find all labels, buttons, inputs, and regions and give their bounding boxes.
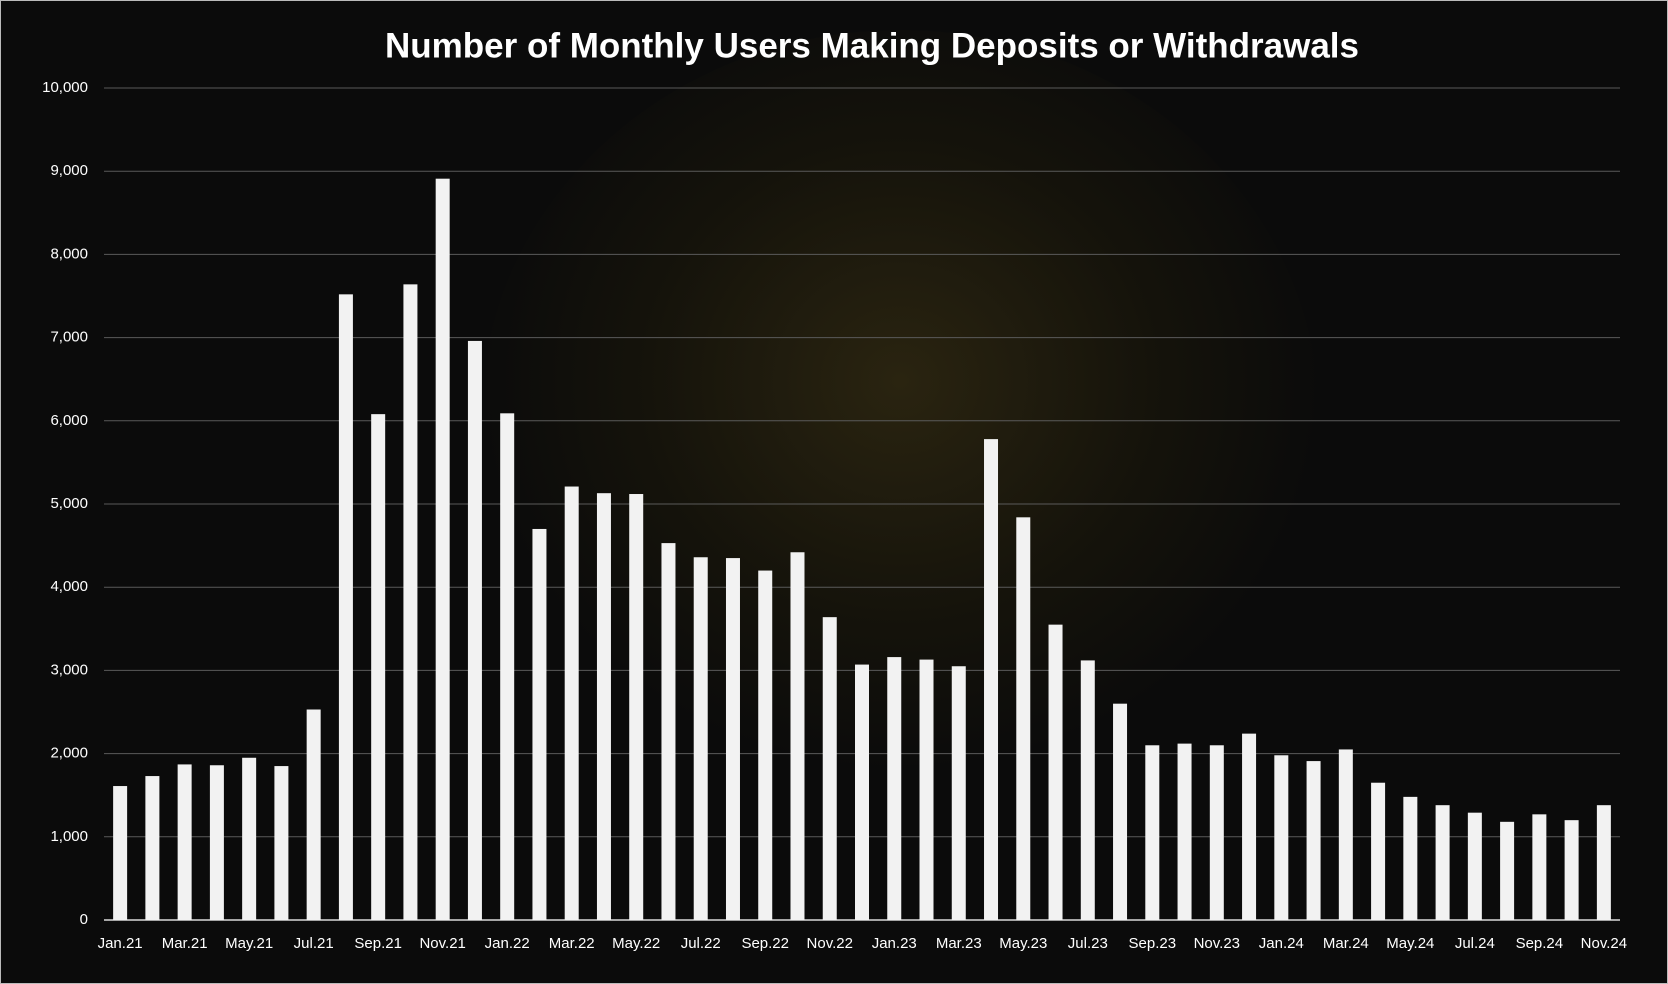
x-tick-label: Mar.23 bbox=[936, 935, 982, 952]
bar bbox=[1209, 745, 1224, 920]
x-tick-label: Jan.24 bbox=[1259, 935, 1304, 952]
bar bbox=[1113, 703, 1128, 920]
bar bbox=[1080, 660, 1095, 920]
x-tick-label: Jul.22 bbox=[681, 935, 721, 952]
x-tick-label: Jan.23 bbox=[872, 935, 917, 952]
bar bbox=[177, 764, 192, 920]
bar bbox=[1274, 755, 1289, 920]
bar bbox=[435, 178, 450, 921]
x-tick-label: Mar.21 bbox=[162, 935, 208, 952]
x-tick-label: Nov.22 bbox=[807, 935, 853, 952]
bar bbox=[1596, 805, 1611, 920]
y-tick-label: 6,000 bbox=[50, 412, 88, 429]
bar bbox=[500, 413, 515, 920]
bar bbox=[1564, 820, 1579, 920]
bar bbox=[822, 617, 837, 920]
bar bbox=[951, 666, 966, 920]
x-tick-label: Sep.21 bbox=[354, 935, 402, 952]
y-tick-label: 0 bbox=[80, 911, 88, 928]
bar bbox=[467, 340, 482, 921]
x-tick-label: Nov.21 bbox=[419, 935, 465, 952]
bar bbox=[113, 786, 128, 920]
x-tick-label: May.22 bbox=[612, 935, 660, 952]
bar bbox=[1435, 805, 1450, 920]
bar bbox=[242, 757, 257, 920]
x-tick-label: Nov.23 bbox=[1194, 935, 1240, 952]
bar bbox=[209, 765, 224, 920]
bar bbox=[1371, 782, 1386, 920]
background-glow bbox=[480, 30, 1320, 810]
bar bbox=[274, 766, 289, 920]
bar bbox=[1306, 761, 1321, 920]
x-tick-label: May.21 bbox=[225, 935, 273, 952]
bar bbox=[919, 659, 934, 920]
y-tick-label: 7,000 bbox=[50, 329, 88, 346]
bar bbox=[758, 570, 773, 920]
bar bbox=[887, 657, 902, 920]
bar bbox=[629, 494, 644, 920]
bar bbox=[1500, 821, 1515, 920]
bar bbox=[306, 709, 321, 920]
chart-title: Number of Monthly Users Making Deposits … bbox=[385, 26, 1359, 65]
bar bbox=[145, 776, 160, 920]
x-tick-label: Sep.24 bbox=[1516, 935, 1564, 952]
x-tick-label: Jul.24 bbox=[1455, 935, 1495, 952]
y-tick-label: 2,000 bbox=[50, 745, 88, 762]
bar bbox=[338, 294, 353, 920]
bar bbox=[790, 552, 805, 920]
x-tick-label: Mar.24 bbox=[1323, 935, 1369, 952]
x-tick-label: Jan.21 bbox=[98, 935, 143, 952]
x-tick-label: Mar.22 bbox=[549, 935, 595, 952]
bar bbox=[1177, 743, 1192, 920]
bar bbox=[403, 284, 418, 920]
y-tick-label: 1,000 bbox=[50, 828, 88, 845]
y-tick-label: 3,000 bbox=[50, 661, 88, 678]
x-tick-label: May.24 bbox=[1386, 935, 1434, 952]
bar bbox=[371, 414, 386, 920]
bar bbox=[1145, 745, 1160, 920]
y-tick-label: 5,000 bbox=[50, 495, 88, 512]
x-tick-label: Jul.23 bbox=[1068, 935, 1108, 952]
bar bbox=[693, 557, 708, 920]
x-tick-label: May.23 bbox=[999, 935, 1047, 952]
x-tick-label: Nov.24 bbox=[1581, 935, 1627, 952]
y-tick-label: 4,000 bbox=[50, 578, 88, 595]
bar bbox=[725, 558, 740, 920]
bar bbox=[1532, 814, 1547, 920]
bar bbox=[596, 493, 611, 920]
bar bbox=[564, 486, 579, 920]
bar bbox=[984, 439, 999, 920]
bar bbox=[1403, 796, 1418, 920]
bar bbox=[532, 528, 547, 920]
y-tick-label: 9,000 bbox=[50, 162, 88, 179]
y-tick-label: 8,000 bbox=[50, 245, 88, 262]
bar bbox=[1016, 517, 1031, 920]
x-tick-label: Sep.22 bbox=[741, 935, 789, 952]
y-tick-label: 10,000 bbox=[42, 79, 88, 96]
bar bbox=[661, 543, 676, 920]
bar bbox=[1242, 733, 1257, 920]
x-tick-label: Jan.22 bbox=[485, 935, 530, 952]
bar bbox=[1338, 749, 1353, 920]
bar bbox=[1467, 812, 1482, 920]
x-tick-label: Sep.23 bbox=[1129, 935, 1177, 952]
x-tick-label: Jul.21 bbox=[294, 935, 334, 952]
bar bbox=[1048, 624, 1063, 920]
bar bbox=[855, 664, 869, 920]
